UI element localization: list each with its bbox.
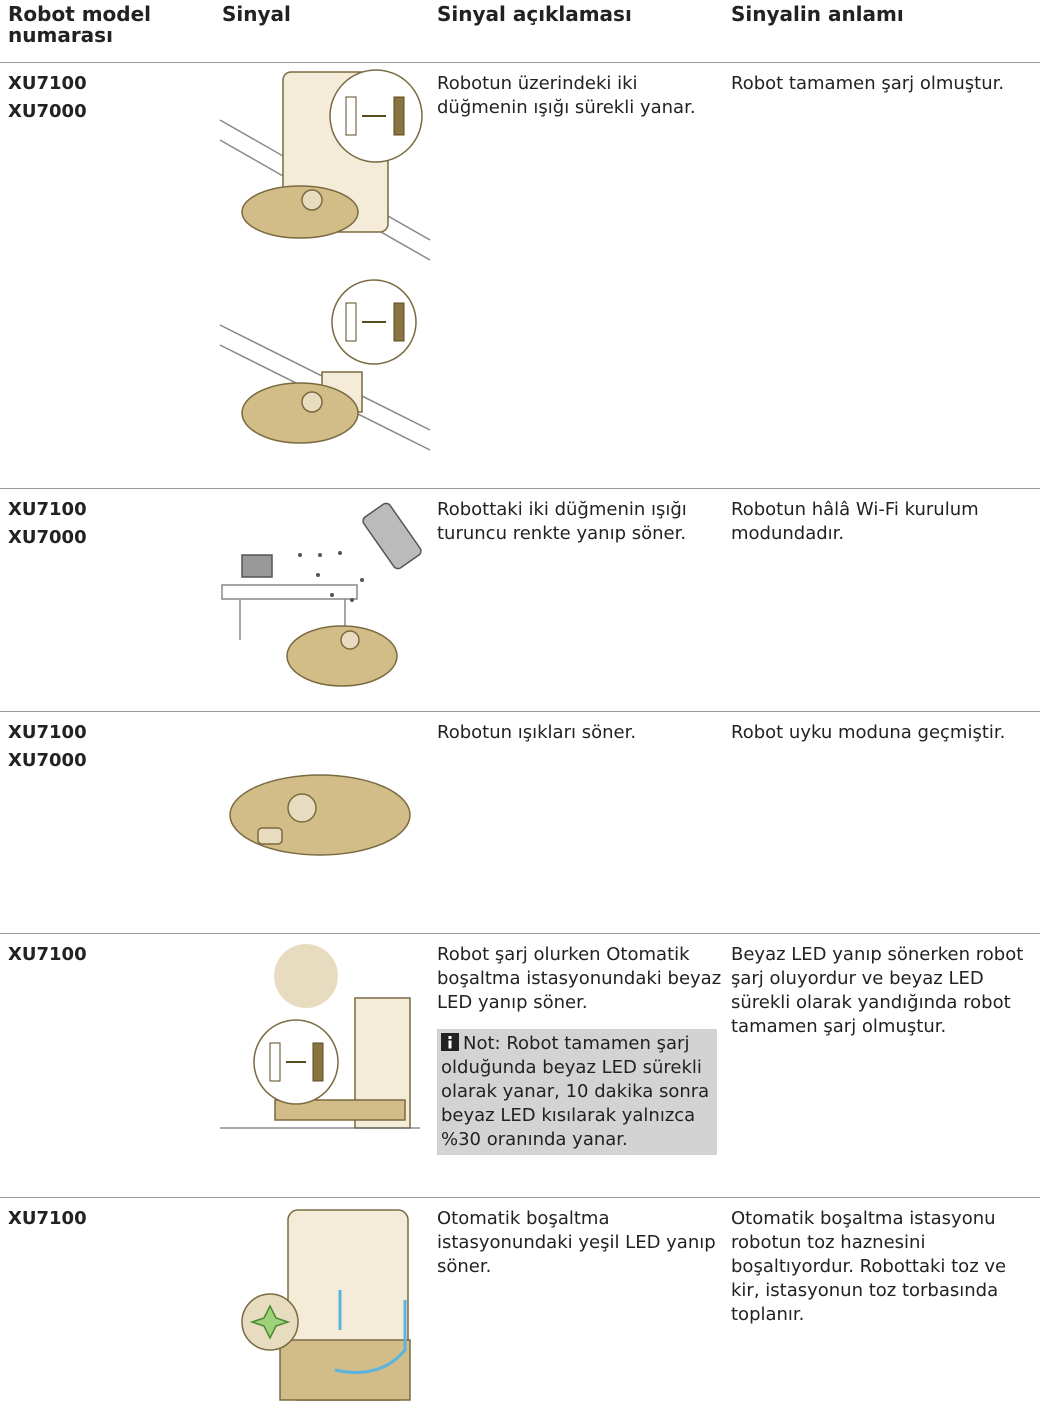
- header-cell: Sinyalin anlamı: [731, 2, 904, 26]
- meaning: Otomatik boşaltma istasyonu robotun toz …: [731, 1208, 1007, 1325]
- description-cell: Robot şarj olurken Otomatik boşaltma ist…: [437, 943, 722, 1155]
- model-number: XU7000: [8, 101, 87, 122]
- model-number: XU7100: [8, 1208, 87, 1229]
- header-cell: Sinyal: [222, 2, 291, 26]
- note-text: Not: Robot tamamen şarj olduğunda beyaz …: [441, 1033, 710, 1150]
- meaning: Robot tamamen şarj olmuştur.: [731, 73, 1005, 94]
- row-separator: [0, 488, 1040, 489]
- description-cell: Robotun ışıkları söner.: [437, 721, 722, 745]
- description-cell: Otomatik boşaltma istasyonundaki yeşil L…: [437, 1207, 722, 1279]
- description-cell: Robottaki iki düğmenin ışığı turuncu ren…: [437, 498, 722, 546]
- model-cell: XU7100: [8, 1207, 208, 1235]
- info-icon: [441, 1033, 459, 1051]
- meaning: Robot uyku moduna geçmiştir.: [731, 722, 1006, 743]
- model-number: XU7100: [8, 73, 87, 94]
- description: Robottaki iki düğmenin ışığı turuncu ren…: [437, 499, 687, 544]
- model-cell: XU7100 XU7000: [8, 498, 208, 554]
- model-number: XU7100: [8, 722, 87, 743]
- note-box: Not: Robot tamamen şarj olduğunda beyaz …: [437, 1029, 717, 1155]
- model-cell: XU7100 XU7000: [8, 72, 208, 128]
- row-separator: [0, 933, 1040, 934]
- row-separator: [0, 1197, 1040, 1198]
- row-separator: [0, 62, 1040, 63]
- model-number: XU7000: [8, 750, 87, 771]
- model-number: XU7100: [8, 499, 87, 520]
- header-cell: Sinyal açıklaması: [437, 2, 632, 26]
- meaning: Beyaz LED yanıp sönerken robot şarj oluy…: [731, 944, 1024, 1037]
- description: Robotun üzerindeki iki düğmenin ışığı sü…: [437, 73, 696, 118]
- description: Robotun ışıkları söner.: [437, 722, 637, 743]
- row-separator: [0, 711, 1040, 712]
- model-cell: XU7100: [8, 943, 208, 971]
- model-cell: XU7100 XU7000: [8, 721, 208, 777]
- model-number: XU7000: [8, 527, 87, 548]
- model-number: XU7100: [8, 944, 87, 965]
- header-cell: Robot model numarası: [8, 2, 152, 47]
- meaning: Robotun hâlâ Wi-Fi kurulum modundadır.: [731, 499, 979, 544]
- description-cell: Robotun üzerindeki iki düğmenin ışığı sü…: [437, 72, 722, 120]
- description: Otomatik boşaltma istasyonundaki yeşil L…: [437, 1208, 716, 1277]
- description: Robot şarj olurken Otomatik boşaltma ist…: [437, 944, 722, 1013]
